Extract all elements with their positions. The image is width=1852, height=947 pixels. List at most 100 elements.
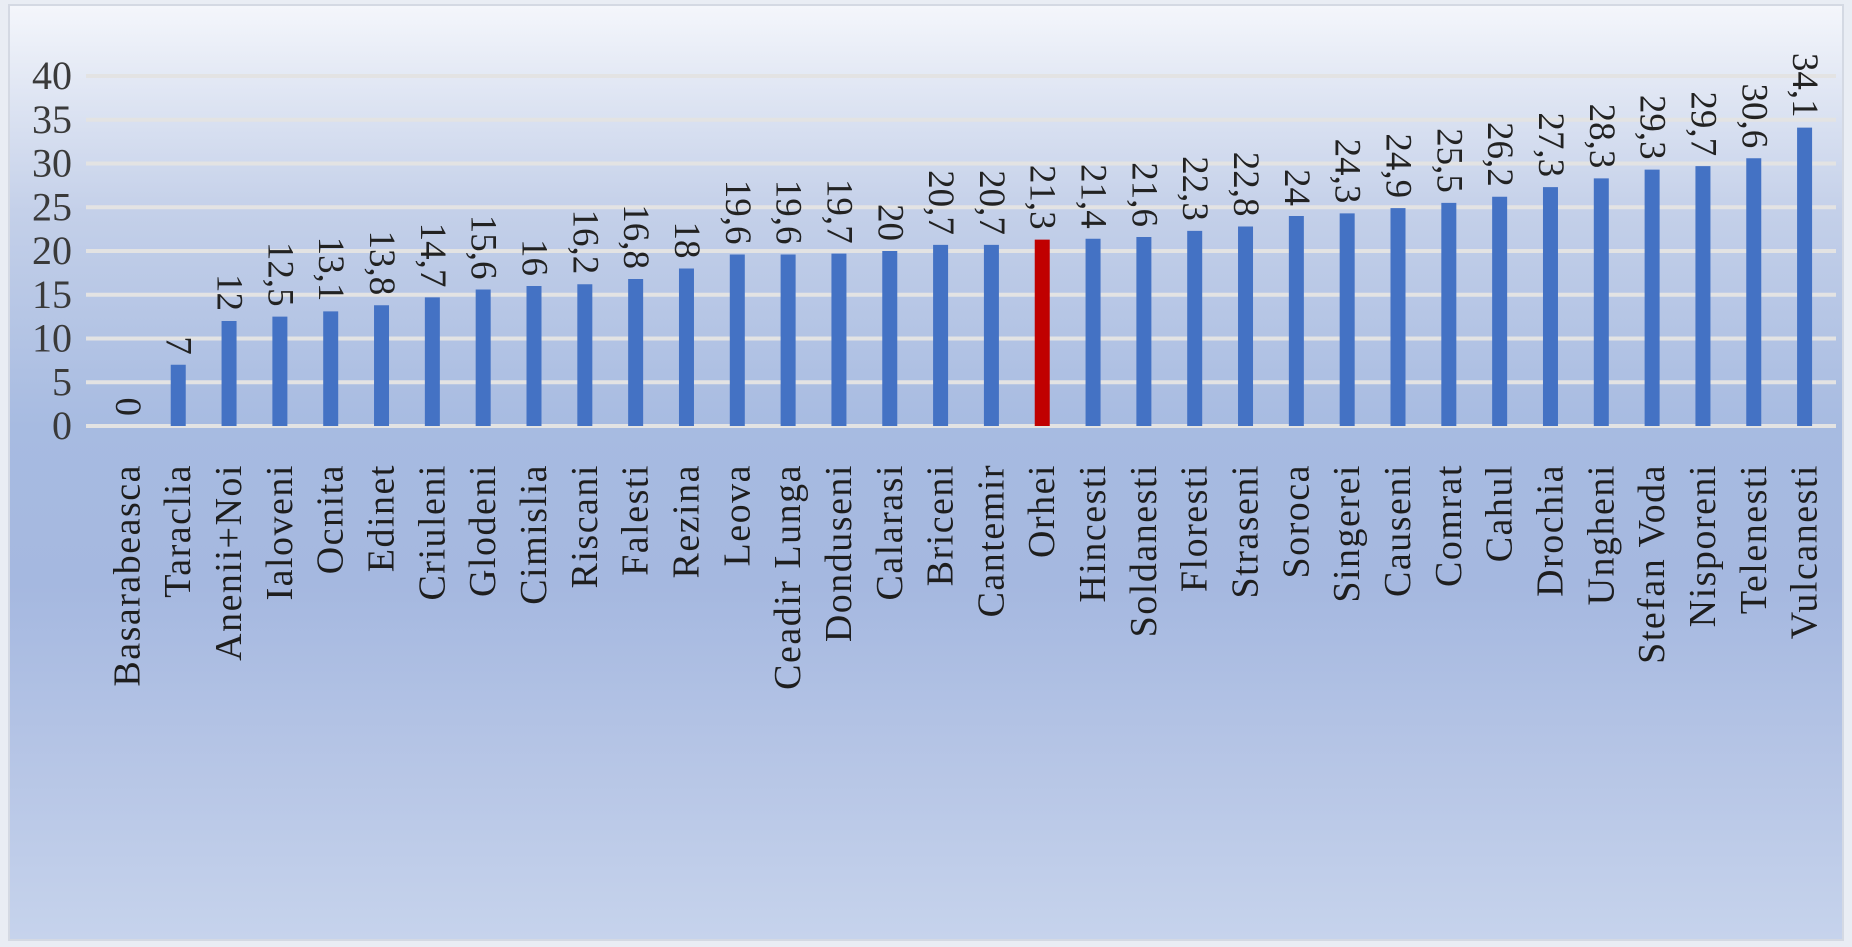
category-label: Cahul: [1479, 464, 1521, 562]
data-label: 21,3: [1022, 165, 1063, 230]
y-tick-label: 25: [32, 184, 72, 229]
data-label: 34,1: [1784, 53, 1825, 118]
category-label: Singerei: [1326, 464, 1368, 603]
bar-leova: [729, 254, 745, 426]
category-label: Taraclia: [157, 464, 199, 598]
data-label: 22,8: [1225, 152, 1266, 217]
y-tick-label: 20: [32, 228, 72, 273]
bar-comrat: [1441, 202, 1457, 426]
category-label: Briceni: [920, 464, 962, 586]
category-label: Hincesti: [1072, 464, 1114, 603]
bar-telenesti: [1746, 158, 1762, 426]
data-label: 21,4: [1073, 164, 1114, 229]
data-label: 25,5: [1428, 128, 1469, 193]
category-label: Soldanesti: [1123, 464, 1165, 637]
category-label: Basarabeasca: [106, 464, 148, 687]
bar-vulcanesti: [1797, 127, 1813, 426]
data-label: 13,1: [310, 237, 351, 302]
data-label: 12: [209, 274, 250, 311]
bar-glodeni: [475, 289, 491, 426]
category-label: Telenesti: [1733, 464, 1775, 614]
data-label: 29,7: [1682, 91, 1723, 156]
bar-singerei: [1339, 213, 1355, 426]
bar-stefan-voda: [1644, 169, 1660, 426]
y-tick-label: 15: [32, 272, 72, 317]
category-label: Falesti: [615, 464, 657, 576]
data-label: 7: [158, 336, 199, 355]
data-label: 27,3: [1530, 112, 1571, 177]
category-label: Ungheni: [1580, 464, 1622, 605]
data-label: 24: [1276, 169, 1317, 206]
data-label: 20,7: [971, 170, 1012, 235]
bar-ceadir-lunga: [780, 254, 796, 426]
data-label: 12,5: [259, 242, 300, 307]
bar-soroca: [1288, 216, 1304, 426]
data-label: 30,6: [1733, 84, 1774, 149]
category-labels: Basarabeasca Taraclia Anenii+Noi Ialoveni Oc…: [106, 464, 1825, 690]
data-label: 26,2: [1479, 122, 1520, 187]
category-label: Cantemir: [970, 464, 1012, 617]
category-label: Donduseni: [818, 464, 860, 642]
category-label: Rezina: [665, 464, 707, 579]
bar-ungheni: [1593, 178, 1609, 426]
category-label: Orhei: [1021, 464, 1063, 558]
category-label: Soroca: [1275, 464, 1317, 579]
data-label: 16,8: [615, 204, 656, 269]
y-tick-label: 5: [52, 359, 72, 404]
data-label: 21,6: [1123, 162, 1164, 227]
category-label: Cimislia: [513, 464, 555, 605]
bar-briceni: [933, 244, 949, 426]
category-label: Stefan Voda: [1631, 464, 1673, 664]
data-label: 15,6: [463, 215, 504, 280]
data-label: 18: [666, 222, 707, 259]
bar-orhei: [1034, 239, 1050, 426]
data-label: 20,7: [920, 170, 961, 235]
bar-floresti: [1187, 230, 1203, 426]
y-tick-label: 40: [32, 53, 72, 98]
bar-nisporeni: [1695, 166, 1711, 426]
bar-cimislia: [526, 286, 542, 426]
category-label: Ceadir Lunga: [767, 464, 809, 690]
data-label: 24,9: [1378, 133, 1419, 198]
bars: [170, 127, 1813, 426]
bar-edinet: [374, 305, 390, 426]
data-label: 20: [869, 204, 910, 241]
data-labels: 0 7 12 12,5 13,1 13,8 14,7 15,6 16 16,2 16,8 18 19,6…: [107, 53, 1825, 416]
data-label: 16: [514, 239, 555, 276]
bar-criuleni: [424, 297, 440, 426]
data-label: 14,7: [412, 223, 453, 288]
bar-cantemir: [983, 244, 999, 426]
category-label: Calarasi: [869, 464, 911, 601]
bar-drochia: [1542, 187, 1558, 426]
bar-causeni: [1390, 208, 1406, 426]
bar-anenii-noi: [221, 321, 237, 426]
bar-calarasi: [882, 251, 898, 426]
bar-straseni: [1238, 226, 1254, 426]
data-label: 24,3: [1327, 139, 1368, 204]
y-tick-label: 10: [32, 316, 72, 361]
category-label: Nisporeni: [1682, 464, 1724, 627]
data-label: 19,7: [818, 179, 859, 244]
bar-hincesti: [1085, 238, 1101, 426]
data-label: 16,2: [564, 210, 605, 275]
category-label: Riscani: [564, 464, 606, 588]
bar-ocnita: [323, 311, 339, 426]
category-label: Edinet: [361, 464, 403, 572]
bar-soldanesti: [1136, 237, 1152, 426]
bar-cahul: [1492, 196, 1508, 426]
category-label: Ocnita: [310, 464, 352, 574]
data-label: 19,6: [717, 180, 758, 245]
category-label: Drochia: [1529, 464, 1571, 597]
category-label: Straseni: [1225, 464, 1267, 598]
chart-frame: 0 5 10 15 20 25 30 35 40 0 7 12 12,5 13,1 13,8 14,7 15,…: [8, 4, 1844, 941]
bar-ialoveni: [272, 316, 288, 426]
data-label: 22,3: [1174, 156, 1215, 221]
bar-riscani: [577, 284, 593, 426]
category-label: Causeni: [1377, 464, 1419, 597]
category-label: Leova: [716, 464, 758, 566]
category-label: Floresti: [1174, 464, 1216, 592]
data-label: 28,3: [1581, 104, 1622, 169]
category-label: Anenii+Noi: [208, 464, 250, 661]
